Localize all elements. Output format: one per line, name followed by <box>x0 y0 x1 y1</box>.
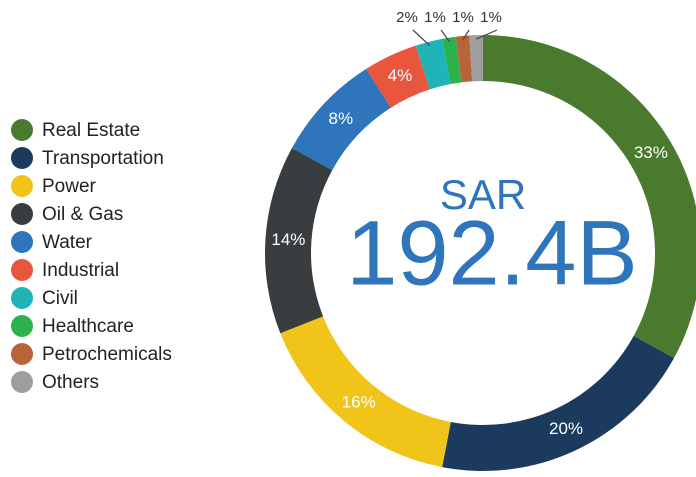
legend-label: Oil & Gas <box>42 204 123 225</box>
legend-swatch <box>11 287 33 309</box>
legend-swatch <box>11 371 33 393</box>
slice-label: 2% <box>396 9 418 26</box>
donut-slice <box>366 45 430 108</box>
legend-label: Industrial <box>42 260 119 281</box>
donut-slice <box>483 35 696 359</box>
slice-label: 4% <box>388 66 413 85</box>
donut-slice <box>280 316 451 468</box>
legend-swatch <box>11 119 33 141</box>
legend-label: Power <box>42 176 97 197</box>
legend-swatch <box>11 343 33 365</box>
slice-label: 33% <box>634 143 668 162</box>
legend-swatch <box>11 315 33 337</box>
donut-slice <box>415 38 451 90</box>
legend-swatch <box>11 259 33 281</box>
donut-slice <box>291 68 391 171</box>
donut-slice <box>264 147 333 334</box>
center-value: 192.4B <box>346 202 638 304</box>
legend-swatch <box>11 203 33 225</box>
legend-label: Water <box>42 232 93 253</box>
legend-label: Healthcare <box>42 316 134 337</box>
leader-line <box>412 29 431 47</box>
center-label: SAR <box>440 171 526 218</box>
legend-label: Others <box>42 372 99 393</box>
legend-swatch <box>11 175 33 197</box>
donut-slice <box>455 35 473 83</box>
legend-label: Real Estate <box>42 120 140 141</box>
donut-slice <box>469 35 483 82</box>
slice-label: 20% <box>549 419 583 438</box>
slice-label: 1% <box>480 9 502 26</box>
slice-label: 1% <box>452 9 474 26</box>
slice-label: 8% <box>329 109 354 128</box>
donut-slice <box>442 335 675 471</box>
donut-slice <box>442 36 462 85</box>
leader-line <box>440 29 451 42</box>
legend-label: Petrochemicals <box>42 344 172 365</box>
slice-label: 1% <box>424 9 446 26</box>
legend-label: Transportation <box>42 148 164 169</box>
leader-line <box>476 29 498 40</box>
leader-line <box>462 29 470 41</box>
slice-label: 14% <box>271 230 305 249</box>
slice-label: 16% <box>342 393 376 412</box>
legend-swatch <box>11 231 33 253</box>
legend-swatch <box>11 147 33 169</box>
legend-label: Civil <box>42 288 78 309</box>
